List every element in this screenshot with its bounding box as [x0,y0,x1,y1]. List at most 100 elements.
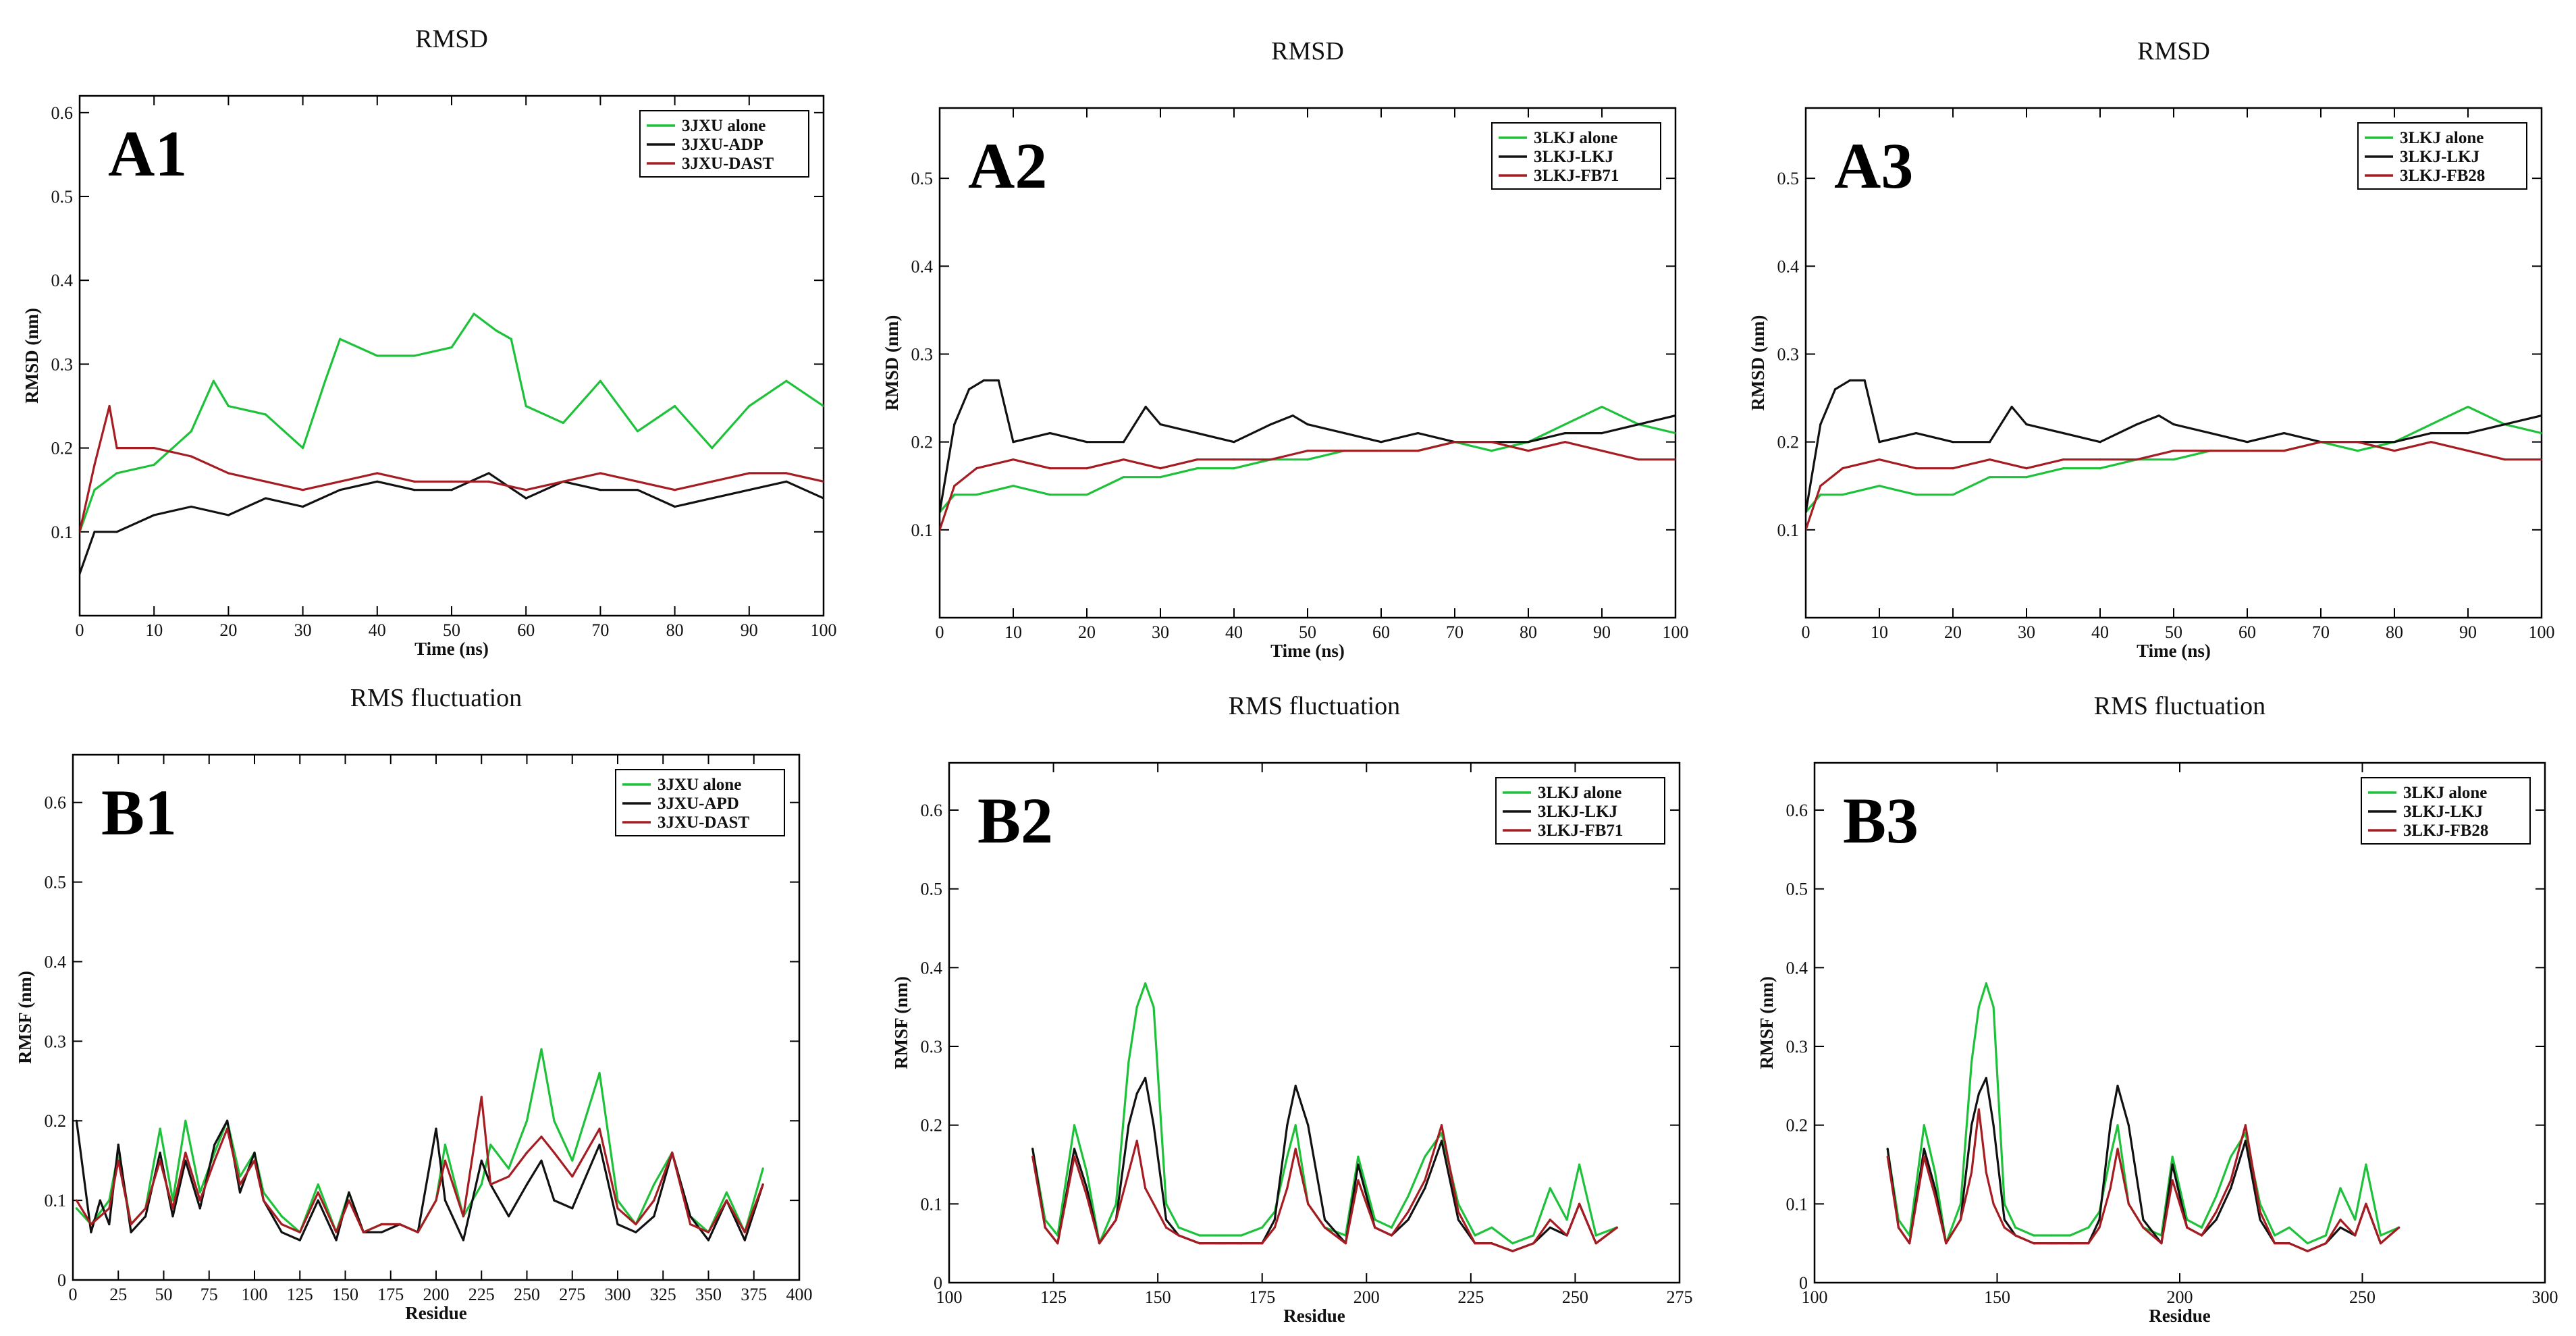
data-point [1985,1171,1987,1174]
y-tick-label: 0.4 [911,257,934,276]
data-point [653,1215,655,1218]
data-point [2172,450,2175,452]
data-point [2274,1234,2276,1237]
data-point [1031,1148,1034,1150]
data-point [1416,450,1420,452]
data-point [1977,1092,1981,1095]
data-point [1490,441,1493,444]
x-tick-label: 40 [2091,622,2109,642]
y-axis-label: RMSF (nm) [891,976,911,1069]
data-point [2098,1219,2101,1221]
data-point [1416,432,1420,435]
data-point [1457,1210,1459,1213]
data-point [1085,1171,1088,1174]
data-point [153,514,155,516]
data-point [2230,1179,2232,1181]
data-point [212,379,215,382]
data-point [571,1207,574,1210]
data-point [1344,1242,1347,1245]
data-point [636,480,639,483]
data-point [1992,1124,1995,1127]
data-point [2200,1226,2203,1229]
series-line-1 [940,405,1675,513]
data-point [1952,441,1954,444]
data-point [2069,1242,2072,1245]
series-line-1 [1806,405,2542,513]
data-point [462,1239,464,1241]
data-point [2274,1242,2276,1245]
plot-frame [78,95,825,617]
data-point [1307,1124,1310,1127]
data-point [302,489,304,491]
data-point [2116,1084,2119,1087]
data-point [1269,423,1272,426]
data-point [2116,1124,2119,1127]
series-line-3 [940,441,1675,531]
data-point [184,1119,187,1122]
x-tick-label: 175 [1249,1287,1275,1307]
data-point [616,1199,619,1202]
data-point [761,1183,764,1186]
data-point [2282,450,2286,452]
data-point [2014,1234,2017,1237]
data-point [1933,1195,1937,1198]
data-point [2186,1226,2189,1229]
legend-label: 3LKJ alone [1534,129,1617,147]
data-point [2230,1187,2232,1190]
panel-b1: RMS fluctuation 0 25 50 75 100 125 150 175 200 225… [15,684,813,1323]
data-point [653,1199,655,1202]
x-tick-label: 20 [1078,622,1096,642]
data-point [2171,1179,2174,1181]
x-tick-label: 60 [517,620,535,640]
legend-label: 3LKJ-LKJ [2400,148,2479,166]
data-point [2003,1226,2006,1229]
data-point [1933,1187,1937,1190]
y-tick-label: 0.4 [51,271,74,290]
plot-frame [72,753,801,1281]
data-point [1532,1242,1535,1245]
data-point [90,1223,92,1226]
data-point [487,472,490,475]
data-point [2306,1250,2309,1252]
x-tick-label: 80 [666,620,684,640]
data-point [2540,415,2542,417]
data-point [1923,1155,1925,1158]
x-tick-label: 10 [145,620,163,640]
data-point [1380,441,1383,444]
data-point [2324,1234,2327,1237]
data-point [1159,476,1162,479]
data-point [1122,441,1125,444]
data-point [1294,1124,1297,1127]
data-point [1959,1202,1962,1205]
data-point [435,1127,437,1130]
data-point [117,1159,119,1162]
data-point [761,1167,764,1170]
data-point [1219,1242,1222,1245]
data-point [1952,493,1954,496]
y-tick-label: 0.1 [911,520,934,540]
data-point [1031,1155,1034,1158]
data-point [1985,982,1987,985]
data-point [2003,1219,2006,1221]
y-tick-label: 0.5 [911,169,934,188]
data-point [1527,441,1530,444]
data-point [2099,467,2101,470]
data-point [1152,1124,1155,1127]
data-point [562,480,564,483]
data-point [2379,1242,2382,1245]
data-point [1343,450,1346,452]
data-point [1159,423,1162,426]
data-point [2135,423,2139,426]
x-tick-label: 200 [1353,1287,1380,1307]
data-point [487,480,490,483]
data-point [2025,423,2028,426]
data-point [1269,458,1272,461]
data-point [302,447,304,450]
data-point [75,1199,78,1202]
x-axis-label: Time (ns) [414,639,489,659]
data-point [711,497,714,500]
data-point [2540,458,2542,461]
data-point [2259,1210,2261,1213]
legend-label: 3JXU-APD [658,795,739,813]
data-point [598,1127,601,1130]
